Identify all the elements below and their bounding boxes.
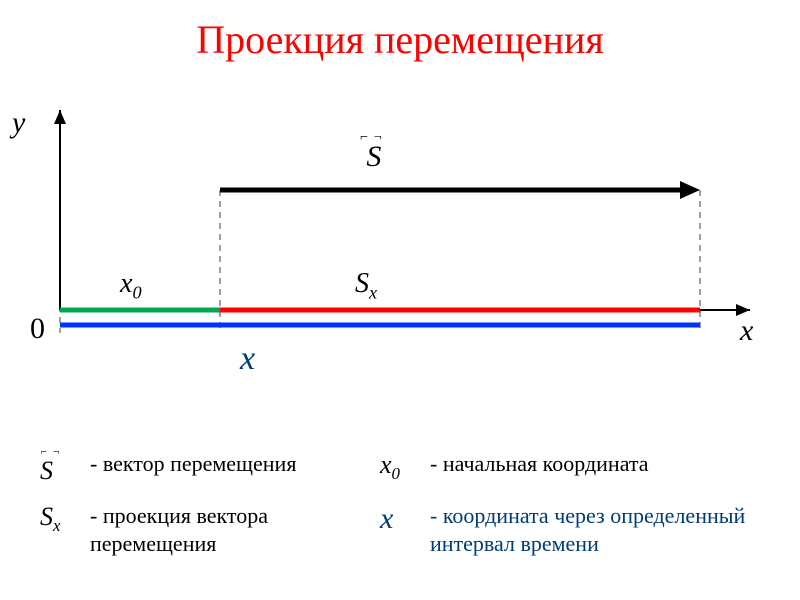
diagram: y 0 x x0 Sx ⌐¬ S x	[10, 100, 770, 380]
legend-s-vector: ⌐¬ S - вектор перемещения	[40, 450, 380, 486]
slide-title: Проекция перемещения	[0, 16, 800, 63]
legend-sx-symbol: Sx	[40, 502, 90, 536]
vector-bracket-icon: ⌐¬	[40, 450, 90, 454]
legend-x0-text: - начальная координата	[430, 450, 649, 478]
legend-x-text: - координата через определенный интервал…	[430, 502, 760, 557]
legend-row-1: ⌐¬ S - вектор перемещения x0 - начальная…	[40, 450, 760, 486]
title-text: Проекция перемещения	[196, 17, 604, 62]
legend-x-symbol: x	[380, 502, 430, 536]
legend-x0-symbol: x0	[380, 450, 430, 484]
sx-label: Sx	[355, 268, 377, 304]
s-vector-label: ⌐¬ S	[360, 134, 388, 172]
legend-sx-text: - проекция вектора перемещения	[90, 502, 380, 557]
legend-x: x - координата через определенный интерв…	[380, 502, 760, 557]
x-axis-end-label: x	[740, 314, 753, 348]
origin-label: 0	[30, 312, 45, 346]
legend-sx: Sx - проекция вектора перемещения	[40, 502, 380, 557]
x0-label: x0	[120, 268, 142, 304]
legend-x0: x0 - начальная координата	[380, 450, 760, 486]
y-axis-label: y	[12, 106, 25, 140]
legend-row-2: Sx - проекция вектора перемещения x - ко…	[40, 502, 760, 557]
legend-s-vector-text: - вектор перемещения	[90, 450, 296, 478]
legend-s-vector-symbol: ⌐¬ S	[40, 450, 90, 486]
x-coordinate-label: x	[240, 340, 255, 378]
legend: ⌐¬ S - вектор перемещения x0 - начальная…	[40, 450, 760, 573]
diagram-svg	[10, 100, 770, 380]
